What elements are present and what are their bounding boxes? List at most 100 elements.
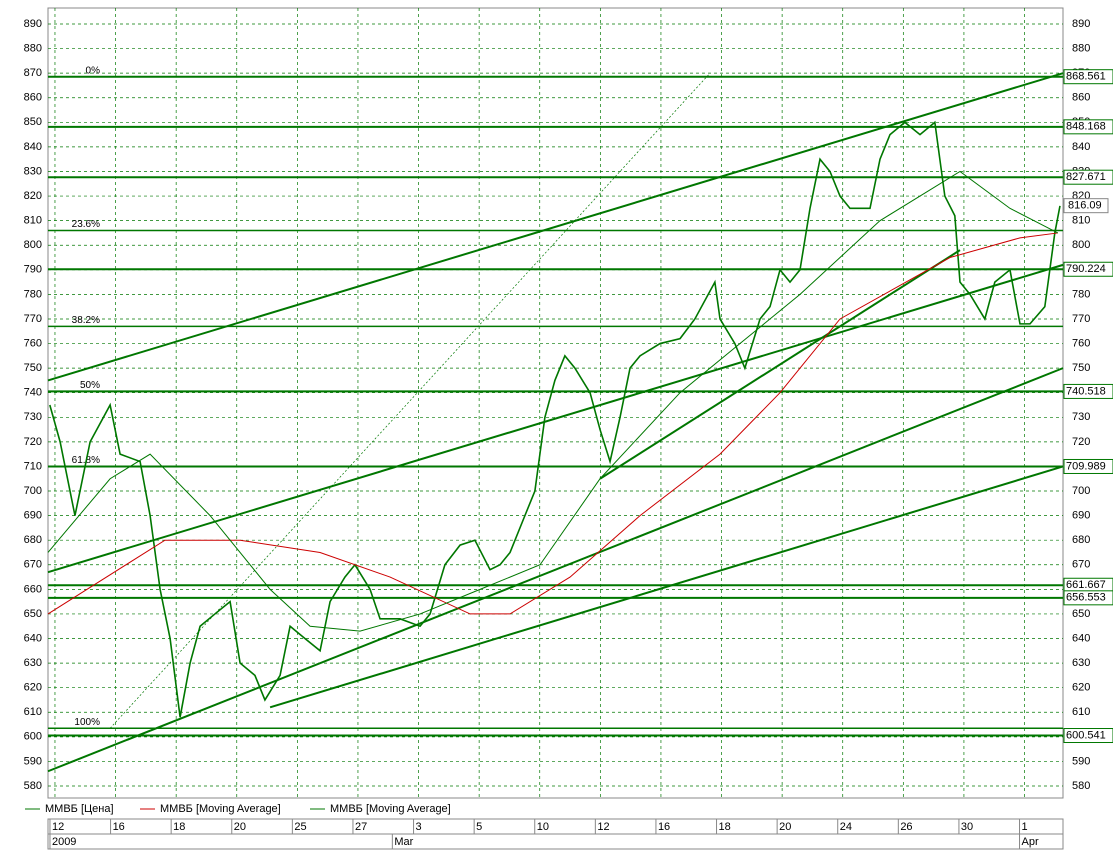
level-label: 790.224 [1066,263,1106,275]
y-tick-label-right: 700 [1072,485,1090,497]
y-tick-label: 800 [24,239,42,251]
y-tick-label-right: 590 [1072,755,1090,767]
level-box [1063,261,1113,277]
y-tick-label: 770 [24,313,42,325]
y-tick-label-right: 730 [1072,411,1090,423]
y-tick-label-right: 690 [1072,510,1090,522]
last-price-box [1063,198,1109,214]
y-tick-label: 600 [24,731,42,743]
y-tick-label: 700 [24,485,42,497]
x-tick-label: 12 [52,821,64,833]
y-tick-label: 710 [24,460,42,472]
y-tick-label: 760 [24,337,42,349]
y-tick-label-right: 720 [1072,436,1090,448]
y-tick-label-right: 770 [1072,313,1090,325]
y-tick-label-right: 630 [1072,657,1090,669]
plot-frame [47,7,1064,799]
level-box [1063,169,1113,185]
level-label: 709.989 [1066,460,1106,472]
y-tick-label: 840 [24,141,42,153]
y-tick-label: 640 [24,632,42,644]
y-tick-label: 670 [24,559,42,571]
y-tick-label-right: 800 [1072,239,1090,251]
y-tick-label: 730 [24,411,42,423]
y-tick-label-right: 650 [1072,608,1090,620]
level-label: 827.671 [1066,171,1106,183]
trend-line [47,367,1064,773]
y-tick-label: 860 [24,92,42,104]
y-tick-label-right: 750 [1072,362,1090,374]
trend-line [599,249,961,480]
y-tick-label-right: 580 [1072,780,1090,792]
level-box [1063,119,1113,135]
level-label: 656.553 [1066,592,1106,604]
y-tick-label-right: 860 [1072,92,1090,104]
y-tick-label: 790 [24,264,42,276]
x-tick-label: 18 [173,821,185,833]
y-tick-label: 780 [24,288,42,300]
y-tick-label-right: 620 [1072,682,1090,694]
level-label: 868.561 [1066,71,1106,83]
y-tick-label: 620 [24,682,42,694]
y-tick-label: 680 [24,534,42,546]
x-tick-label: 18 [719,821,731,833]
x-tick-label: 5 [476,821,482,833]
trend-line [47,263,1064,574]
period-label: 2009 [52,836,76,848]
y-tick-label: 650 [24,608,42,620]
fib-diagonal [109,72,711,729]
level-box [1063,69,1113,85]
y-tick-label: 830 [24,165,42,177]
y-tick-label: 740 [24,387,42,399]
trend-line [47,72,1064,382]
y-tick-label: 750 [24,362,42,374]
level-label: 740.518 [1066,385,1106,397]
x-tick-label: 1 [1022,821,1028,833]
x-tick-label: 16 [113,821,125,833]
y-tick-label-right: 780 [1072,288,1090,300]
level-box [1063,590,1113,606]
y-tick-label-right: 640 [1072,632,1090,644]
y-tick-label: 660 [24,583,42,595]
level-box [1063,728,1113,744]
y-tick-label: 580 [24,780,42,792]
y-tick-label: 810 [24,215,42,227]
legend-label: ММВБ [Moving Average] [160,803,281,815]
series-line [47,170,1059,632]
level-box [1063,383,1113,399]
y-tick-label-right: 680 [1072,534,1090,546]
y-tick-label: 690 [24,510,42,522]
x-tick-label: 10 [537,821,549,833]
period-label: Apr [1022,836,1039,848]
y-tick-label: 890 [24,18,42,30]
x-tick-label: 20 [234,821,246,833]
x-tick-label: 30 [961,821,973,833]
y-tick-label-right: 890 [1072,18,1090,30]
level-box [1063,458,1113,474]
x-tick-label: 25 [294,821,306,833]
y-tick-label: 720 [24,436,42,448]
fib-label: 38.2% [72,315,100,326]
x-tick-label: 27 [355,821,367,833]
level-label: 848.168 [1066,121,1106,133]
y-tick-label-right: 880 [1072,42,1090,54]
series-line [47,232,1058,615]
y-tick-label: 820 [24,190,42,202]
y-tick-label: 630 [24,657,42,669]
level-label: 600.541 [1066,729,1106,741]
y-tick-label: 590 [24,755,42,767]
y-tick-label-right: 840 [1072,141,1090,153]
legend-label: ММВБ [Moving Average] [330,803,451,815]
y-tick-label-right: 670 [1072,559,1090,571]
period-label: Mar [394,836,413,848]
y-tick-label: 610 [24,706,42,718]
x-tick-label: 26 [900,821,912,833]
fib-label: 100% [74,717,100,728]
x-tick-label: 20 [779,821,791,833]
fib-label: 23.6% [72,219,100,230]
x-tick-label: 3 [416,821,422,833]
last-price-label: 816.09 [1068,200,1102,212]
fib-label: 50% [80,380,100,391]
